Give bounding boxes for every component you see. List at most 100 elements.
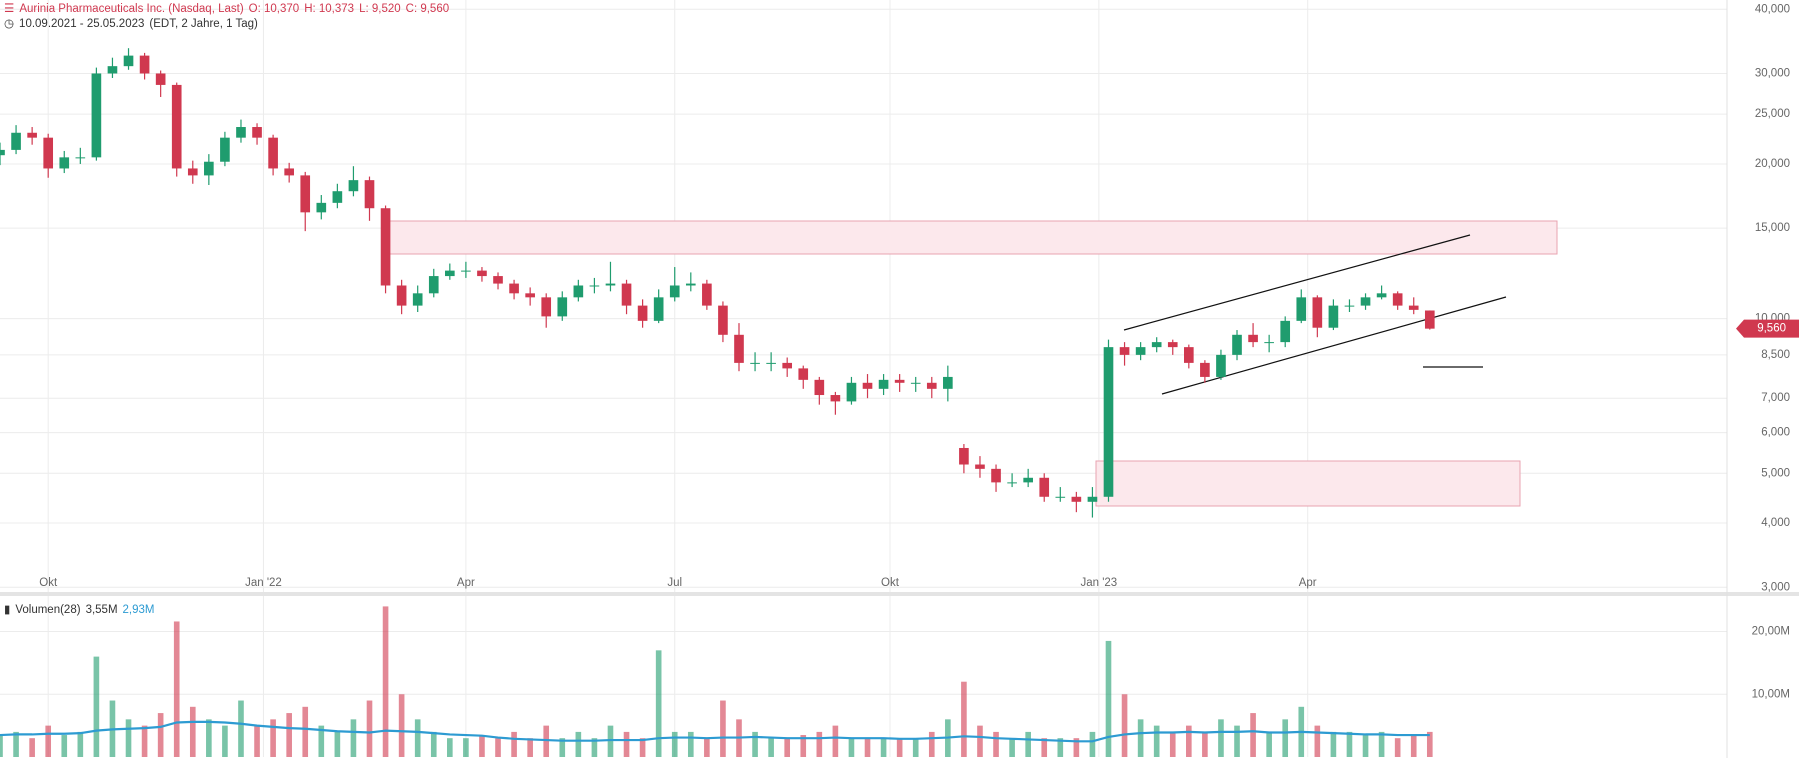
volume-bar [1410, 735, 1417, 757]
volume-bar [1218, 719, 1224, 757]
volume-bar [366, 700, 373, 757]
candle-body [943, 376, 953, 389]
volume-bar [302, 706, 309, 757]
volume-bar [1009, 738, 1015, 757]
volume-bar [270, 719, 276, 757]
candle-body [894, 379, 905, 383]
candle-body [525, 293, 535, 298]
volume-bar [350, 719, 357, 757]
y-tick-label: 3,000 [1761, 581, 1790, 593]
volume-bar [912, 738, 919, 757]
subheader: ◷ 10.09.2021 - 25.05.2023 (EDT, 2 Jahre, 1… [4, 16, 263, 30]
candle-body [637, 305, 648, 321]
support-zone [1095, 460, 1521, 507]
volume-bar [1169, 731, 1176, 757]
volume-bar [495, 738, 501, 757]
candle-body [316, 202, 327, 213]
candle-body [27, 132, 37, 138]
volume-title: Volumen(28) [15, 604, 81, 616]
candle-body [1248, 334, 1258, 343]
candle-body [509, 283, 519, 294]
candle-body [1039, 477, 1050, 497]
marks: 9,560 [0, 48, 1799, 757]
candle-body [621, 283, 632, 306]
volume-bar [784, 738, 791, 757]
volume-bar [1137, 719, 1144, 757]
x-tick-label: Okt [39, 577, 58, 589]
candle-body [252, 127, 262, 138]
volume-bar [206, 719, 212, 757]
trend-line-lower [1161, 296, 1507, 395]
candle-body [332, 191, 343, 203]
candle-body [1007, 482, 1017, 484]
volume-bar [720, 700, 726, 757]
volume-bar [0, 735, 3, 757]
volume-bar [1346, 731, 1353, 757]
candle-body [43, 137, 54, 169]
volume-bar [254, 725, 260, 757]
candle-body [1312, 297, 1323, 328]
volume-bar [1202, 731, 1208, 757]
candle-body [428, 276, 439, 294]
y-tick-label: 8,500 [1761, 349, 1790, 361]
volume-bar [125, 719, 132, 757]
candle-body [75, 157, 86, 159]
volume-bar [1426, 731, 1433, 757]
volume-legend: ▮ Volumen(28) 3,55M 2,93M [4, 602, 160, 616]
candle-body [0, 149, 5, 156]
volume-bar [768, 738, 774, 757]
x-tick-label: Okt [881, 577, 900, 589]
candle-body [171, 84, 182, 169]
volume-bar [222, 725, 228, 757]
candle-body [685, 283, 696, 286]
candle-body [1151, 342, 1162, 348]
x-tick-label: Apr [1299, 577, 1317, 589]
volume-bar [864, 738, 871, 757]
candle-body [959, 447, 969, 465]
ohlc: O: 10,370 [248, 3, 300, 15]
volume-bar [1121, 694, 1128, 757]
candle-body [1087, 496, 1098, 502]
volume-bar [430, 731, 437, 757]
volume-bar [1250, 713, 1256, 757]
volume-bar [816, 731, 823, 757]
volume-bar [141, 725, 148, 757]
candle-body [1135, 347, 1146, 355]
candle-body [1264, 342, 1274, 344]
volume-bar [639, 738, 646, 757]
candle-body [380, 208, 391, 286]
y-tick-label: 30,000 [1755, 68, 1790, 80]
volume-bar [1186, 725, 1192, 757]
volume-bar [623, 731, 630, 757]
volume-bar [1394, 738, 1401, 757]
candle-body [750, 362, 760, 364]
clock-icon: ◷ [4, 18, 15, 30]
volume-bar [286, 713, 292, 757]
candle-body [139, 55, 150, 74]
volume-value: 3,55M [85, 604, 118, 616]
candle-body [59, 157, 70, 169]
volume-bar [993, 731, 999, 757]
volume-bar [800, 735, 807, 757]
y-tick-label: 20,00M [1752, 626, 1790, 638]
candle-body [557, 297, 568, 317]
y-tick-label: 7,000 [1761, 392, 1790, 404]
volume-bar [1314, 725, 1321, 757]
candle-body [493, 276, 503, 284]
volume-bar [447, 738, 453, 757]
candle-body [718, 305, 728, 335]
volume-bar [1362, 735, 1369, 757]
range-note: (EDT, 2 Jahre, 1 Tag) [149, 18, 258, 30]
candle-body [268, 137, 278, 169]
ticker-icon: ☰ [4, 3, 15, 15]
instrument: Aurinia Pharmaceuticals Inc. (Nasdaq, La… [19, 3, 244, 15]
candle-body [1376, 293, 1387, 298]
candle-body [155, 73, 166, 85]
y-tick-label: 15,000 [1755, 222, 1790, 234]
date-range: 10.09.2021 - 25.05.2023 [19, 18, 145, 30]
volume-bar [1266, 731, 1272, 757]
volume-bar [511, 731, 517, 757]
candle-body [11, 132, 21, 150]
volume-bar [559, 738, 566, 757]
